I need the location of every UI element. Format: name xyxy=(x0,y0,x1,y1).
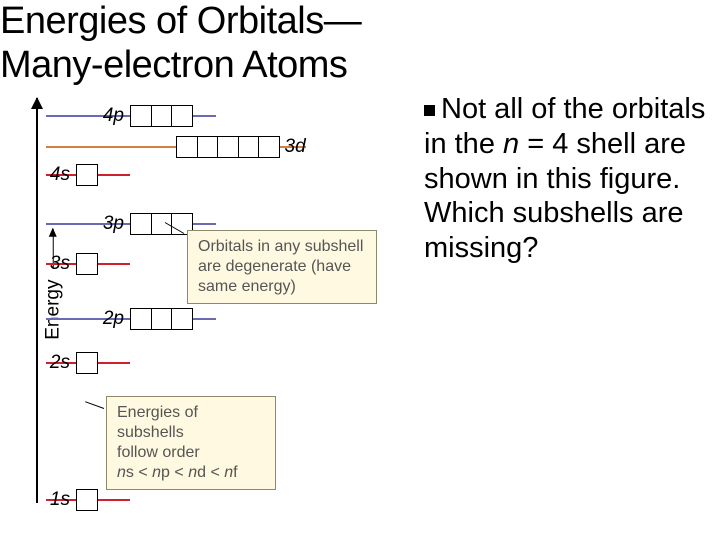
orbital-label-3p: 3p xyxy=(103,213,124,235)
energy-axis-arrow xyxy=(36,98,38,503)
orbital-label-3s: 3s xyxy=(50,253,70,275)
orbital-label-4s: 4s xyxy=(50,164,70,186)
title-line1: Energies of Orbitals— xyxy=(0,0,361,42)
callout-order-formula: ns < np < nd < nf xyxy=(117,464,238,481)
orbital-box xyxy=(76,489,98,511)
callout-line: Orbitals in any subshell xyxy=(198,238,363,255)
orbital-box xyxy=(76,253,98,275)
orbital-box xyxy=(238,136,260,158)
orbital-box xyxy=(130,105,152,127)
orbital-box xyxy=(151,105,173,127)
orbital-box xyxy=(171,308,193,330)
callout-line: Energies of subshells xyxy=(117,404,198,441)
orbital-box xyxy=(258,136,280,158)
callout-pointer xyxy=(85,401,104,409)
bullet-paragraph: Not all of the orbitals in the n = 4 she… xyxy=(424,92,714,266)
bullet-square-icon xyxy=(424,105,435,116)
orbital-row-4s: 4s xyxy=(76,164,97,186)
orbital-row-2p: 2p xyxy=(130,308,192,330)
orbital-row-2s: 2s xyxy=(76,352,97,374)
orbital-label-1s: 1s xyxy=(50,489,70,511)
orbital-label-2p: 2p xyxy=(103,308,124,330)
callout-line: are degenerate (have xyxy=(198,258,351,275)
callout-line: follow order xyxy=(117,444,200,461)
orbital-label-2s: 2s xyxy=(50,352,70,374)
orbital-box xyxy=(217,136,239,158)
orbital-box xyxy=(76,352,98,374)
callout-degenerate: Orbitals in any subshell are degenerate … xyxy=(187,230,377,304)
callout-order: Energies of subshells follow order ns < … xyxy=(106,396,276,490)
bullet-var: n xyxy=(503,128,519,160)
orbital-row-4p: 4p xyxy=(130,105,192,127)
callout-line: same energy) xyxy=(198,278,296,295)
orbital-row-1s: 1s xyxy=(76,489,97,511)
orbital-row-3s: 3s xyxy=(76,253,97,275)
orbital-label-3d: 3d xyxy=(285,136,306,158)
orbital-box xyxy=(130,213,152,235)
orbital-box xyxy=(130,308,152,330)
energy-diagram: Energy 1s 2s 2p 3s 3p 4s 3d 4p Orbitals in any … xyxy=(12,98,412,528)
slide-title: Energies of Orbitals— Many-electron Atom… xyxy=(0,0,361,87)
axis-label-text: Energy xyxy=(43,280,64,340)
title-line2: Many-electron Atoms xyxy=(0,44,347,86)
orbital-box xyxy=(76,164,98,186)
orbital-box xyxy=(176,136,198,158)
orbital-label-4p: 4p xyxy=(103,105,124,127)
orbital-box xyxy=(171,105,193,127)
orbital-row-3d: 3d xyxy=(176,136,279,158)
energy-axis-label: Energy xyxy=(43,228,65,339)
orbital-box xyxy=(151,308,173,330)
orbital-box xyxy=(197,136,219,158)
